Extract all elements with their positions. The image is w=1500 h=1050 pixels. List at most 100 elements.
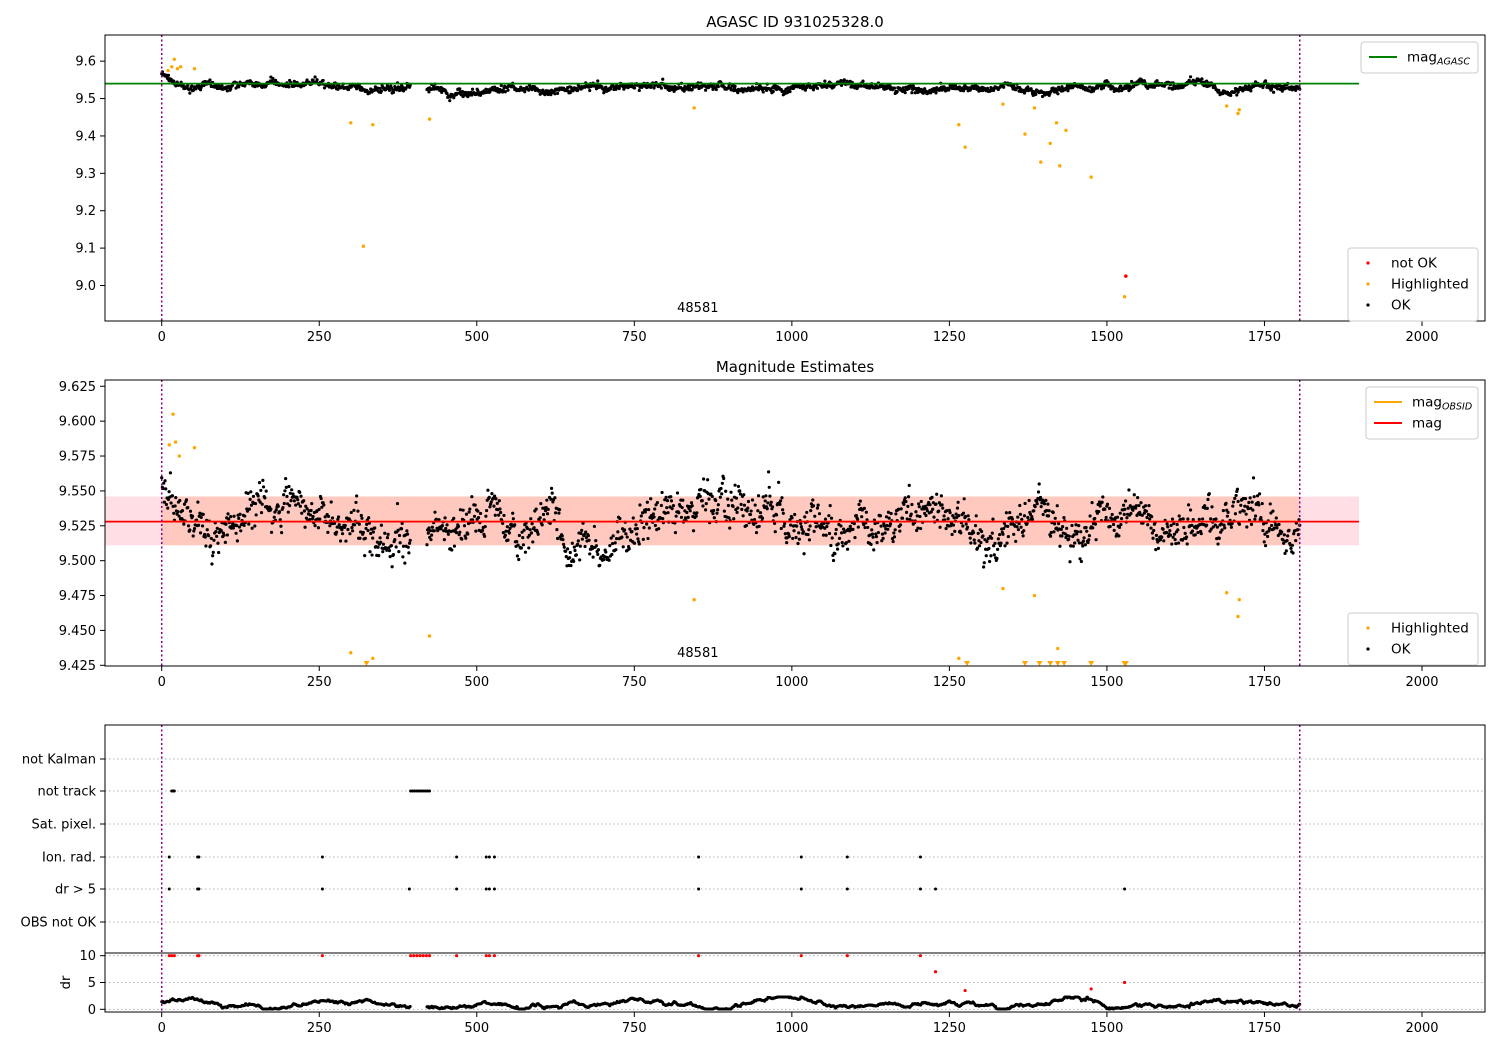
ok-point <box>486 488 490 492</box>
ok-point <box>1015 525 1019 529</box>
flag-point <box>484 855 488 859</box>
ok-point <box>677 511 681 515</box>
ok-point <box>388 555 392 559</box>
ok-point <box>1132 84 1136 89</box>
ok-point <box>1126 506 1130 510</box>
ok-point <box>1004 511 1008 515</box>
ok-point <box>1073 541 1077 545</box>
ok-point <box>649 497 653 501</box>
highlighted-point <box>1001 102 1005 106</box>
ok-point <box>458 508 463 512</box>
ok-point <box>909 512 913 516</box>
ok-point <box>216 541 220 545</box>
ok-point <box>764 494 768 498</box>
ok-point <box>1070 523 1074 528</box>
ok-point <box>644 508 648 512</box>
ok-point <box>272 515 276 519</box>
flag-label: dr > 5 <box>55 883 96 898</box>
ok-point <box>827 531 832 536</box>
ok-point <box>444 526 448 531</box>
ok-point <box>360 516 364 520</box>
ok-point <box>950 532 954 537</box>
ok-point <box>1188 508 1193 512</box>
y-tick-label: 9.2 <box>75 204 96 219</box>
ok-point <box>1021 534 1025 538</box>
ok-point <box>454 531 459 535</box>
ok-point <box>859 84 863 88</box>
ok-point <box>462 524 467 528</box>
ok-point <box>645 500 649 504</box>
ok-point <box>735 510 739 514</box>
ok-point <box>186 524 191 528</box>
ok-point <box>1229 93 1233 97</box>
ok-point <box>952 516 956 520</box>
ok-point <box>1188 75 1193 79</box>
ok-point <box>1016 528 1021 532</box>
ok-point <box>250 526 254 530</box>
ok-point <box>800 527 804 531</box>
ok-point <box>401 544 406 548</box>
ok-point <box>712 516 716 520</box>
dr-tick-label: 0 <box>88 1003 96 1018</box>
ok-point <box>842 78 846 82</box>
ok-point <box>695 84 700 88</box>
ok-point <box>166 506 170 510</box>
ok-point <box>328 524 332 528</box>
highlighted-point <box>172 57 177 62</box>
ok-point <box>576 88 580 93</box>
ok-point <box>1237 522 1242 526</box>
ok-point <box>783 521 787 526</box>
x-tick-label: 0 <box>158 675 166 690</box>
ok-point <box>686 515 690 519</box>
ok-point <box>808 524 812 528</box>
ok-point <box>393 538 397 542</box>
ok-point <box>663 511 668 515</box>
ok-point <box>913 91 917 95</box>
ok-point <box>359 530 363 534</box>
ok-point <box>289 499 293 503</box>
ok-point <box>1026 515 1030 520</box>
x-tick-label: 250 <box>307 330 332 345</box>
ok-point <box>168 471 173 475</box>
ok-point <box>817 512 822 516</box>
ok-point <box>1129 511 1133 516</box>
ok-point <box>578 544 582 548</box>
ok-point <box>962 497 966 501</box>
highlighted-point <box>1057 164 1062 168</box>
ok-point <box>560 534 564 538</box>
ok-point <box>902 502 906 506</box>
ok-point <box>1016 515 1020 519</box>
ok-point <box>1067 537 1071 541</box>
flag-point <box>697 887 701 891</box>
ok-point <box>1085 529 1089 533</box>
ok-point <box>223 540 227 544</box>
ok-point <box>468 507 472 511</box>
ok-point <box>1036 490 1041 494</box>
ok-point <box>1055 504 1059 508</box>
ok-point <box>253 524 257 528</box>
ok-point <box>1127 488 1131 492</box>
flag-point <box>455 855 459 859</box>
ok-point <box>618 516 622 521</box>
ok-point <box>1052 522 1057 526</box>
ok-point <box>733 483 737 487</box>
flag-point <box>934 887 938 891</box>
ok-point <box>1168 533 1173 537</box>
ok-point <box>220 84 224 88</box>
ok-point <box>853 535 857 540</box>
ok-point <box>1019 525 1023 529</box>
ok-point <box>959 531 963 535</box>
ok-point <box>797 531 801 535</box>
ok-point <box>633 86 637 90</box>
ok-point <box>986 86 990 90</box>
ok-point <box>186 505 190 510</box>
ok-point <box>802 552 806 556</box>
ok-point <box>173 504 177 508</box>
ok-point <box>1154 533 1158 537</box>
ok-point <box>390 565 394 569</box>
ok-point <box>851 527 855 531</box>
ok-point <box>1277 522 1281 527</box>
ok-point <box>1271 509 1275 513</box>
ok-point <box>321 78 325 83</box>
